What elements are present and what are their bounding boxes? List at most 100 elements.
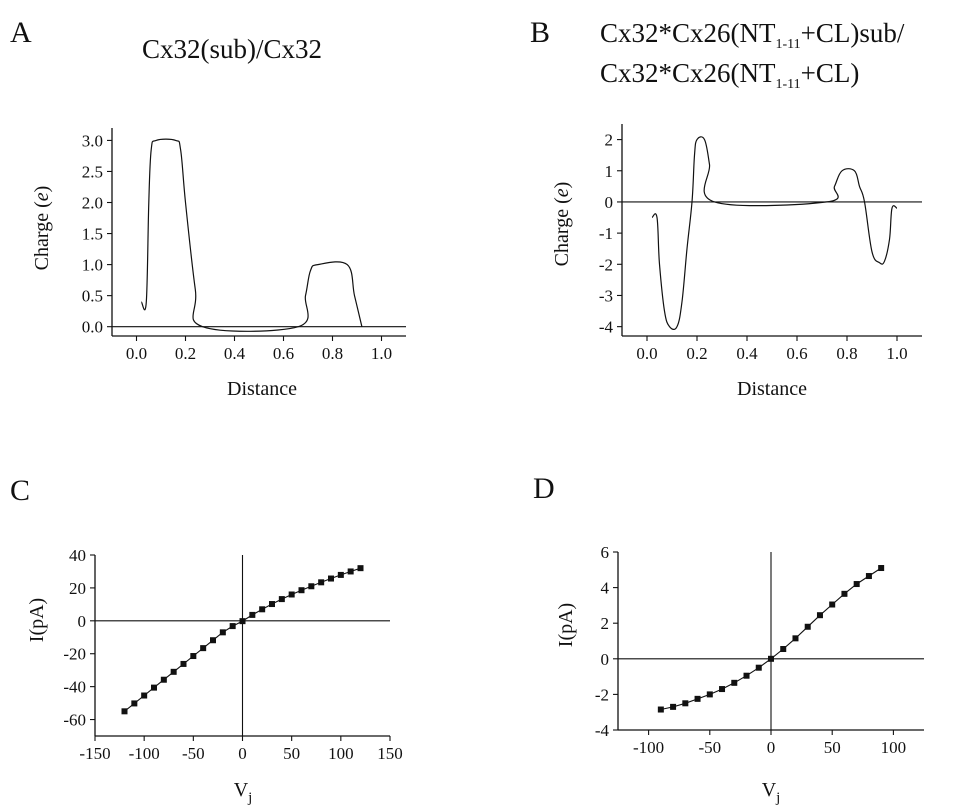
panel-d-data-point <box>682 700 689 707</box>
panel-c-y-tick-label: 0 <box>78 612 87 631</box>
panel-a-y-tick-label: 3.0 <box>82 131 103 150</box>
panel-b-y-tick-label: 1 <box>605 162 614 181</box>
panel-c-data-point <box>308 583 315 590</box>
panel-d-x-tick-label: 0 <box>767 738 776 757</box>
panel-c-data-point <box>269 601 275 608</box>
panel-c-data-point <box>180 660 187 667</box>
panel-c: C -150 -100 -50 0 50 100 150 -60 -40 -20 0 20 40 I(p… <box>10 474 403 806</box>
panel-a-series-line <box>140 138 363 332</box>
panel-d-data-point <box>804 623 811 630</box>
panel-b-y-tick-label: 2 <box>605 131 614 150</box>
panel-d-data-point <box>731 679 738 686</box>
panel-a-ylabel: Charge (e) <box>31 186 53 271</box>
panel-a-y-tick-label: 0.5 <box>82 287 103 306</box>
panel-d-data-point <box>768 655 774 662</box>
panel-a-letter: A <box>10 16 32 49</box>
panel-c-data-point <box>288 591 295 598</box>
panel-a-x-tick-label: 0.8 <box>322 344 343 363</box>
panel-c-data-point <box>200 645 207 652</box>
panel-a-xlabel: Distance <box>227 378 297 400</box>
panel-d-data-point <box>706 691 713 698</box>
panel-b-y-tick-label: -1 <box>599 224 613 243</box>
panel-c-data-point <box>210 637 216 644</box>
panel-d-data-point <box>755 664 762 671</box>
panel-b-x-tick-label: 0.2 <box>686 344 707 363</box>
panel-a-x-tick-label: 0.0 <box>126 344 147 363</box>
panel-d-data-point <box>694 695 701 702</box>
plot-c: -150 -100 -50 0 50 100 150 -60 -40 -20 0 20 40 <box>63 546 402 763</box>
panel-b-x-tick-label: 0.0 <box>636 344 657 363</box>
panel-c-y-tick-label: 20 <box>69 579 86 598</box>
panel-c-letter: C <box>10 474 30 507</box>
plot-a: 0.0 0.2 0.4 0.6 0.8 1.0 0.0 0.5 1.0 1.5 2.0 2.5 3.0 <box>82 128 406 363</box>
panel-c-data-point <box>170 668 177 675</box>
panel-d-data-point <box>792 635 799 642</box>
panel-d-letter: D <box>533 472 555 505</box>
panel-c-x-tick-label: -50 <box>182 744 205 763</box>
panel-c-ylabel: I(pA) <box>26 598 48 642</box>
panel-d-x-tick-label: -100 <box>633 738 664 757</box>
panel-c-y-tick-label: -60 <box>63 711 86 730</box>
panel-d-data-point <box>865 573 872 580</box>
panel-d-data-point <box>657 706 664 713</box>
panel-a-title: Cx32(sub)/Cx32 <box>142 34 322 64</box>
panel-d-xlabel: Vj <box>762 779 781 806</box>
panel-c-y-tick-label: 40 <box>69 546 86 565</box>
panel-d-data-point <box>853 581 860 588</box>
panel-c-data-point <box>239 618 246 625</box>
panel-c-data-point <box>229 623 236 630</box>
panel-d-data-point <box>841 590 848 597</box>
panel-c-x-tick-label: 100 <box>328 744 354 763</box>
panel-b-xlabel: Distance <box>737 378 807 400</box>
panel-a-y-tick-label: 2.5 <box>82 162 103 181</box>
panel-c-data-point <box>357 565 364 572</box>
panel-b-x-tick-label: 0.8 <box>836 344 857 363</box>
panel-c-data-point <box>318 579 325 586</box>
panel-c-y-tick-label: -40 <box>63 678 86 697</box>
panel-d-data-point <box>878 565 885 572</box>
panel-b-y-tick-label: -3 <box>599 286 613 305</box>
panel-b-title-line2: Cx32*Cx26(NT1-11+CL) <box>600 58 859 92</box>
panel-c-x-tick-label: 50 <box>283 744 300 763</box>
panel-a-x-tick-label: 0.2 <box>175 344 196 363</box>
panel-d-ylabel: I(pA) <box>555 603 577 647</box>
panel-c-data-point <box>131 700 138 707</box>
panel-c-x-tick-label: 0 <box>238 744 247 763</box>
panel-d-y-tick-label: 0 <box>601 650 610 669</box>
panel-d-data-point <box>670 703 677 710</box>
panel-a-x-tick-label: 0.4 <box>224 344 246 363</box>
panel-d-x-tick-label: 100 <box>881 738 907 757</box>
panel-b-x-tick-label: 1.0 <box>886 344 907 363</box>
panel-a-x-tick-label: 0.6 <box>273 344 294 363</box>
panel-d-data-point <box>743 672 750 679</box>
panel-b-y-tick-label: -4 <box>599 318 614 337</box>
panel-c-data-point <box>298 587 305 594</box>
panel-a-y-tick-label: 1.5 <box>82 225 103 244</box>
panel-c-data-point <box>249 611 256 618</box>
panel-c-data-point <box>160 676 167 683</box>
panel-c-data-point <box>337 571 344 578</box>
panel-d-y-tick-label: -2 <box>595 685 609 704</box>
panel-a-y-tick-label: 0.0 <box>82 318 103 337</box>
panel-d-y-tick-label: 4 <box>601 579 610 598</box>
panel-c-data-point <box>259 606 266 613</box>
panel-c-data-point <box>219 629 226 636</box>
panel-c-xlabel: Vj <box>234 779 253 806</box>
plot-d: -100 -50 0 50 100 -4 -2 0 2 4 6 <box>595 543 924 757</box>
panel-c-y-tick-label: -20 <box>63 645 86 664</box>
panel-a: A Cx32(sub)/Cx32 0.0 0.2 0.4 0.6 0.8 1.0 0.0 0.… <box>10 16 406 400</box>
panel-a-y-tick-label: 1.0 <box>82 256 103 275</box>
panel-b-y-tick-label: 0 <box>605 193 614 212</box>
panel-b-title-line1: Cx32*Cx26(NT1-11+CL)sub/ <box>600 18 905 52</box>
panel-b-x-tick-label: 0.6 <box>786 344 807 363</box>
panel-c-x-tick-label: -150 <box>79 744 110 763</box>
panel-d-y-tick-label: 2 <box>601 614 610 633</box>
panel-c-x-tick-label: 150 <box>377 744 403 763</box>
panel-c-x-tick-label: -100 <box>129 744 160 763</box>
panel-d-data-point <box>719 686 726 693</box>
panel-b-y-tick-label: -2 <box>599 255 613 274</box>
panel-b-x-tick-label: 0.4 <box>736 344 758 363</box>
panel-c-data-point <box>278 596 285 603</box>
panel-d: D -100 -50 0 50 100 -4 -2 0 2 4 6 I(pA) Vj <box>533 472 924 806</box>
